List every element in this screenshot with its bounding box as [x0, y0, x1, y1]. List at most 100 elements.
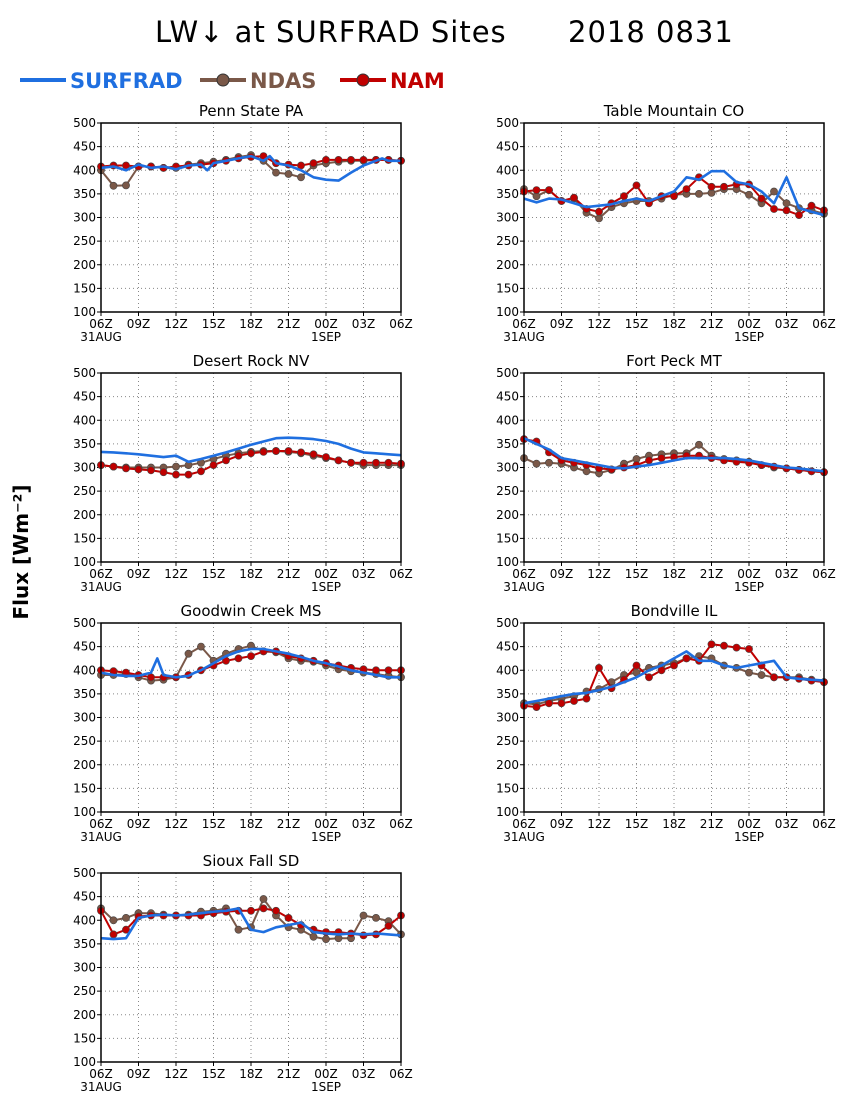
data-point-nam — [707, 640, 716, 649]
x-tick-label: 18Z — [239, 1067, 263, 1081]
y-tick-label: 450 — [73, 390, 96, 404]
legend-label-surfrad: SURFRAD — [70, 69, 183, 93]
data-point-nam — [532, 186, 541, 194]
y-axis-label: Flux [Wm⁻²] — [9, 484, 33, 619]
y-tick-label: 250 — [73, 734, 96, 748]
plot-frame — [100, 872, 402, 1063]
y-tick-label: 250 — [496, 734, 519, 748]
x-tick-label: 03Z — [352, 817, 376, 831]
x-tick-label: 03Z — [775, 817, 799, 831]
x-tick-label: 09Z — [550, 567, 574, 581]
data-point-ndas — [197, 642, 205, 651]
date-label: 31AUG — [80, 1080, 122, 1094]
x-tick-label: 09Z — [127, 567, 151, 581]
x-tick-label: 06Z — [812, 817, 836, 831]
x-tick-label: 06Z — [389, 1067, 413, 1081]
y-tick-label: 400 — [73, 663, 96, 677]
data-point-ndas — [695, 440, 703, 449]
y-tick-label: 150 — [496, 781, 519, 795]
data-point-ndas — [122, 914, 130, 922]
date-label: 31AUG — [503, 330, 545, 344]
data-point-nam — [109, 930, 118, 939]
date-label: 1SEP — [734, 580, 764, 594]
y-tick-label: 250 — [73, 484, 96, 498]
data-point-nam — [807, 201, 816, 210]
panel-title: Sioux Fall SD — [203, 852, 300, 870]
x-tick-label: 06Z — [89, 817, 113, 831]
plot-frame — [523, 622, 825, 813]
plot-frame — [523, 122, 825, 313]
data-point-nam — [347, 155, 355, 164]
panel-title: Fort Peck MT — [626, 352, 722, 370]
y-tick-label: 200 — [73, 258, 96, 272]
y-tick-label: 400 — [496, 663, 519, 677]
y-tick-label: 300 — [73, 211, 96, 225]
data-point-nam — [545, 186, 553, 194]
y-tick-label: 300 — [73, 461, 96, 475]
data-point-nam — [247, 906, 255, 915]
x-tick-label: 06Z — [89, 317, 113, 331]
x-tick-label: 18Z — [239, 317, 263, 331]
data-point-ndas — [122, 181, 130, 190]
y-tick-label: 450 — [73, 890, 96, 904]
panel-title: Penn State PA — [199, 102, 304, 120]
data-point-nam — [570, 697, 578, 705]
x-tick-label: 06Z — [389, 567, 413, 581]
data-point-nam — [309, 450, 318, 459]
data-point-ndas — [259, 895, 268, 903]
panel-desert-rock-nv: Desert Rock NV 100 150 200 250 300 350 400 450 50… — [73, 352, 413, 594]
data-point-nam — [122, 925, 130, 934]
data-point-ndas — [359, 911, 368, 920]
data-point-nam — [247, 449, 255, 458]
date-label: 1SEP — [734, 330, 764, 344]
y-tick-label: 200 — [496, 508, 519, 522]
series-surfrad — [523, 650, 825, 705]
series-nam — [97, 447, 405, 479]
x-tick-label: 21Z — [700, 817, 724, 831]
x-tick-label: 21Z — [277, 817, 301, 831]
data-point-nam — [645, 673, 653, 682]
plot-frame — [100, 622, 402, 813]
data-point-ndas — [172, 462, 180, 471]
data-point-nam — [247, 652, 255, 660]
y-tick-label: 200 — [73, 758, 96, 772]
data-point-nam — [745, 645, 753, 653]
date-label: 31AUG — [80, 580, 122, 594]
x-tick-label: 12Z — [164, 567, 188, 581]
x-tick-label: 21Z — [700, 317, 724, 331]
panel-title: Goodwin Creek MS — [181, 602, 322, 620]
date-label: 1SEP — [311, 580, 341, 594]
x-tick-label: 00Z — [314, 817, 338, 831]
figure-title: LW↓ at SURFRAD Sites — [155, 15, 507, 49]
y-tick-label: 500 — [73, 366, 96, 380]
data-point-nam — [632, 181, 641, 190]
x-tick-label: 12Z — [164, 1067, 188, 1081]
data-point-nam — [384, 458, 393, 467]
date-label: 31AUG — [80, 330, 122, 344]
panel-table-mountain-co: Table Mountain CO 100 150 200 250 300 350 400 45… — [496, 102, 836, 344]
legend-marker-ndas — [216, 73, 230, 87]
x-tick-label: 18Z — [239, 567, 263, 581]
y-tick-label: 150 — [73, 781, 96, 795]
data-point-nam — [297, 448, 305, 457]
y-tick-label: 200 — [496, 758, 519, 772]
x-tick-label: 06Z — [512, 567, 536, 581]
x-tick-label: 12Z — [587, 317, 611, 331]
x-tick-label: 03Z — [775, 567, 799, 581]
x-tick-label: 15Z — [625, 567, 649, 581]
data-point-ndas — [184, 649, 193, 658]
data-point-ndas — [757, 671, 766, 679]
y-tick-label: 500 — [73, 616, 96, 630]
data-point-nam — [770, 673, 778, 682]
data-point-nam — [322, 453, 330, 461]
y-tick-label: 100 — [73, 1055, 96, 1069]
x-tick-label: 00Z — [314, 1067, 338, 1081]
data-point-nam — [782, 206, 791, 215]
x-tick-label: 15Z — [202, 317, 226, 331]
legend-marker-nam — [356, 73, 370, 87]
data-point-ndas — [695, 189, 703, 198]
y-tick-label: 200 — [73, 1008, 96, 1022]
y-tick-label: 250 — [496, 234, 519, 248]
series-surfrad — [523, 169, 825, 217]
